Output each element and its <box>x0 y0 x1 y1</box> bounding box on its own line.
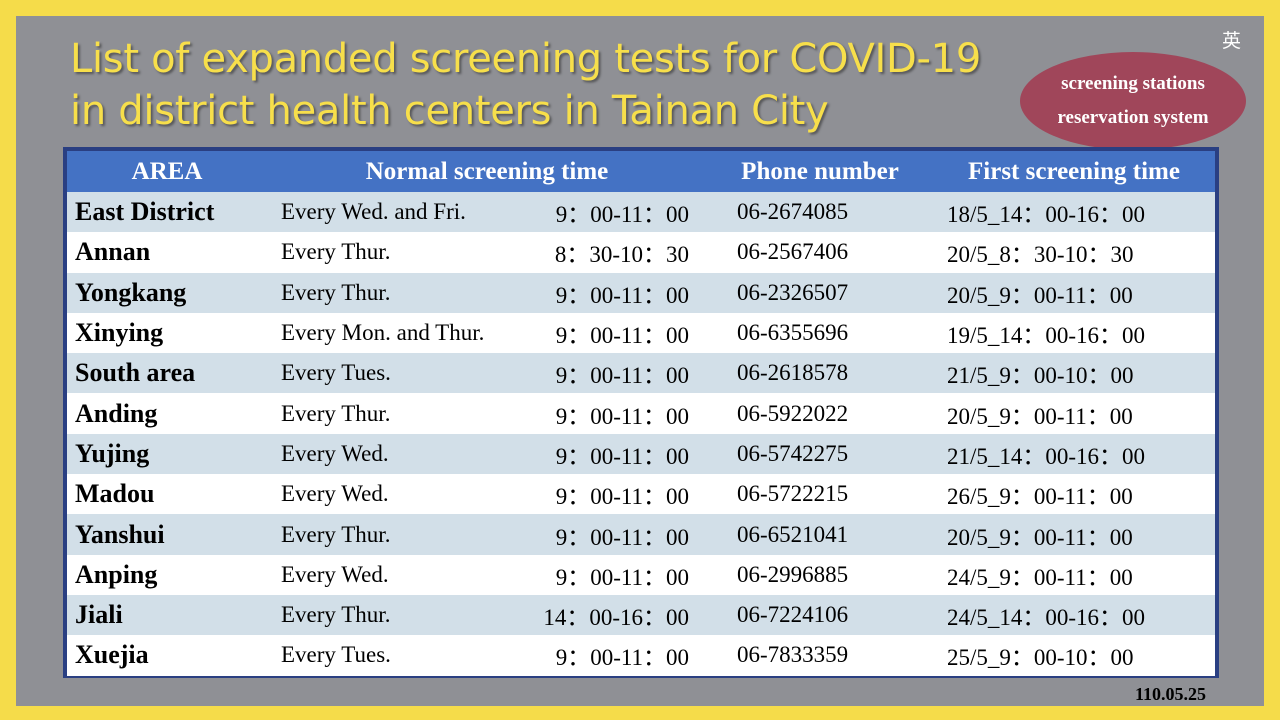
title-line-2: in district health centers in Tainan Cit… <box>70 88 829 134</box>
table-row: Yujing Every Wed. 9：00-11：00 06-5742275 21/5… <box>67 433 1215 475</box>
screening-time-cell: 9：00-11：00 <box>525 312 707 354</box>
phone-cell: 06-6355696 <box>707 312 933 354</box>
table-row: Xinying Every Mon. and Thur. 9：00-11：00 06-… <box>67 312 1215 354</box>
screening-time-cell: 9：00-11：00 <box>525 514 707 555</box>
table-row: Yongkang Every Thur. 9：00-11：00 06-2326507 2… <box>67 272 1215 313</box>
title-line-1: List of expanded screening tests for COV… <box>70 36 981 82</box>
header-phone: Phone number <box>707 151 933 192</box>
table-row: Anding Every Thur. 9：00-11：00 06-5922022 20/… <box>67 393 1215 434</box>
screening-day-cell: Every Thur. <box>267 594 525 636</box>
area-cell: South area <box>67 353 267 394</box>
screening-day-cell: Every Tues. <box>267 353 525 394</box>
screening-time-cell: 9：00-11：00 <box>525 192 707 233</box>
area-cell: Xuejia <box>67 635 267 676</box>
phone-cell: 06-6521041 <box>707 514 933 555</box>
area-cell: Yanshui <box>67 514 267 555</box>
first-screening-cell: 20/5_9：00-11：00 <box>933 393 1215 434</box>
reservation-system-button[interactable]: screening stations reservation system <box>1020 52 1246 150</box>
screening-day-cell: Every Tues. <box>267 635 525 676</box>
first-screening-cell: 24/5_9：00-11：00 <box>933 554 1215 595</box>
header-normal-time: Normal screening time <box>267 151 707 192</box>
screening-table: AREA Normal screening time Phone number … <box>63 147 1219 678</box>
screening-day-cell: Every Wed. <box>267 433 525 475</box>
page-title: List of expanded screening tests for COV… <box>70 33 981 137</box>
first-screening-cell: 25/5_9：00-10：00 <box>933 635 1215 676</box>
first-screening-cell: 21/5_14：00-16：00 <box>933 433 1215 475</box>
screening-day-cell: Every Thur. <box>267 393 525 434</box>
screening-time-cell: 9：00-11：00 <box>525 353 707 394</box>
phone-cell: 06-2567406 <box>707 232 933 273</box>
area-cell: Anding <box>67 393 267 434</box>
first-screening-cell: 18/5_14：00-16：00 <box>933 192 1215 233</box>
area-cell: Madou <box>67 474 267 515</box>
table-header-row: AREA Normal screening time Phone number … <box>67 151 1215 192</box>
table-row: Annan Every Thur. 8：30-10：30 06-2567406 20/5… <box>67 232 1215 273</box>
phone-cell: 06-5922022 <box>707 393 933 434</box>
phone-cell: 06-7224106 <box>707 594 933 636</box>
phone-cell: 06-2326507 <box>707 272 933 313</box>
area-cell: Yujing <box>67 433 267 475</box>
screening-day-cell: Every Wed. <box>267 474 525 515</box>
table-row: East District Every Wed. and Fri. 9：00-11：… <box>67 192 1215 233</box>
language-toggle[interactable]: 英 <box>1222 30 1242 52</box>
area-cell: Yongkang <box>67 272 267 313</box>
first-screening-cell: 20/5_8：30-10：30 <box>933 232 1215 273</box>
screening-time-cell: 14：00-16：00 <box>525 594 707 636</box>
screening-day-cell: Every Wed. <box>267 554 525 595</box>
phone-cell: 06-5742275 <box>707 433 933 475</box>
screening-time-cell: 9：00-11：00 <box>525 272 707 313</box>
table-row: Xuejia Every Tues. 9：00-11：00 06-7833359 25/… <box>67 635 1215 676</box>
header-first-time: First screening time <box>933 151 1215 192</box>
area-cell: Jiali <box>67 594 267 636</box>
table-row: Yanshui Every Thur. 9：00-11：00 06-6521041 20… <box>67 514 1215 555</box>
area-cell: Annan <box>67 232 267 273</box>
first-screening-cell: 26/5_9：00-11：00 <box>933 474 1215 515</box>
screening-time-cell: 8：30-10：30 <box>525 232 707 273</box>
phone-cell: 06-2618578 <box>707 353 933 394</box>
screening-day-cell: Every Thur. <box>267 232 525 273</box>
first-screening-cell: 24/5_14：00-16：00 <box>933 594 1215 636</box>
table-row: Anping Every Wed. 9：00-11：00 06-2996885 24/5… <box>67 554 1215 595</box>
first-screening-cell: 19/5_14：00-16：00 <box>933 312 1215 354</box>
date-stamp: 110.05.25 <box>1135 684 1207 704</box>
screening-time-cell: 9：00-11：00 <box>525 635 707 676</box>
phone-cell: 06-5722215 <box>707 474 933 515</box>
table-row: Madou Every Wed. 9：00-11：00 06-5722215 26/5_… <box>67 474 1215 515</box>
reservation-label-line-1: screening stations <box>1061 73 1205 94</box>
screening-day-cell: Every Thur. <box>267 514 525 555</box>
area-cell: East District <box>67 192 267 233</box>
screening-day-cell: Every Wed. and Fri. <box>267 192 525 233</box>
area-cell: Anping <box>67 554 267 595</box>
first-screening-cell: 20/5_9：00-11：00 <box>933 272 1215 313</box>
screening-day-cell: Every Mon. and Thur. <box>267 312 525 354</box>
area-cell: Xinying <box>67 312 267 354</box>
screening-time-cell: 9：00-11：00 <box>525 474 707 515</box>
phone-cell: 06-7833359 <box>707 635 933 676</box>
screening-time-cell: 9：00-11：00 <box>525 554 707 595</box>
table-row: Jiali Every Thur. 14：00-16：00 06-7224106 24/… <box>67 594 1215 636</box>
first-screening-cell: 20/5_9：00-11：00 <box>933 514 1215 555</box>
screening-time-cell: 9：00-11：00 <box>525 393 707 434</box>
table-row: South area Every Tues. 9：00-11：00 06-261857… <box>67 353 1215 394</box>
screening-time-cell: 9：00-11：00 <box>525 433 707 475</box>
reservation-label-line-2: reservation system <box>1057 107 1209 128</box>
screening-day-cell: Every Thur. <box>267 272 525 313</box>
phone-cell: 06-2996885 <box>707 554 933 595</box>
first-screening-cell: 21/5_9：00-10：00 <box>933 353 1215 394</box>
header-area: AREA <box>67 151 267 192</box>
phone-cell: 06-2674085 <box>707 192 933 233</box>
